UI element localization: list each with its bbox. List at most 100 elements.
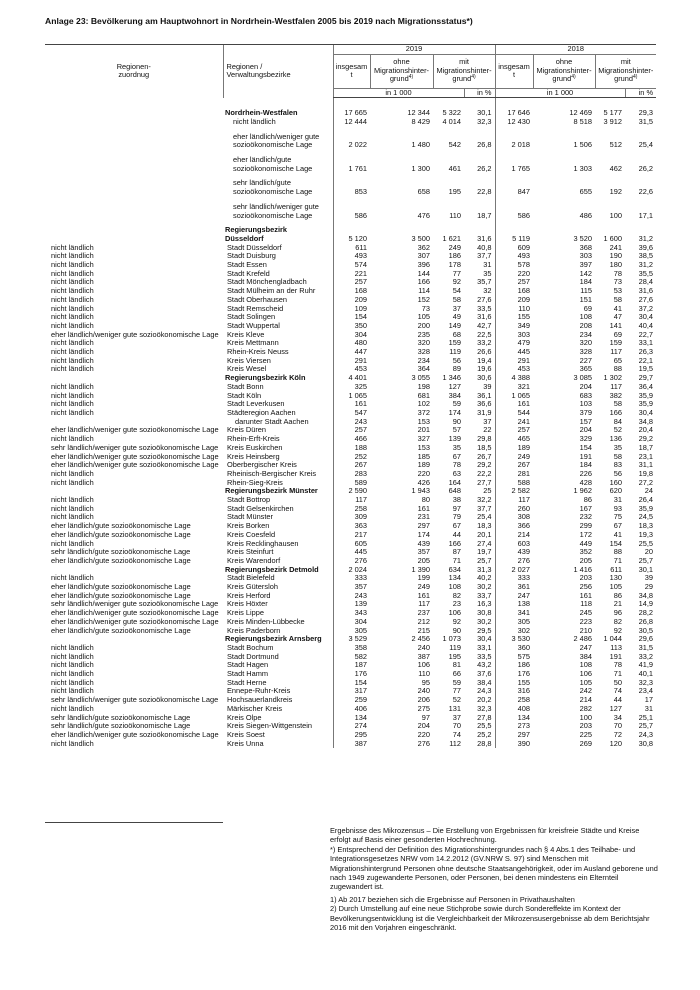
cell-ohne-2019: 80 <box>421 496 430 505</box>
cell-mit-pct-2018: 26,2 <box>638 163 654 173</box>
cell-mit-pct-2019: 37 <box>483 417 492 426</box>
cell-insgesamt-2019: 12 444 <box>332 117 370 127</box>
cell-mit-pct-2018: 33,2 <box>638 652 654 661</box>
cell-zuordnung: eher ländlich/weniger gute sozioökonomis… <box>51 609 219 618</box>
cell-mit-2018: 78 <box>613 269 623 278</box>
cell-mit-2018: 154 <box>609 539 623 548</box>
table-row: eher ländlich/weniger gute sozioökonomis… <box>45 609 656 618</box>
cell-mit-pct-2019: 16,3 <box>477 600 492 609</box>
cell-mit-2018: 58 <box>613 295 623 304</box>
cell-mit-pct-2018: 31,5 <box>638 117 654 126</box>
cell-mit-2018: 47 <box>613 313 623 322</box>
cell-mit-pct-2019: 30,2 <box>477 583 492 592</box>
cell-insgesamt-2018: 12 430 <box>494 117 534 127</box>
cell-insgesamt-2018: 186 <box>494 661 534 671</box>
cell-region: Kreis Heinsberg <box>223 453 333 462</box>
region-label-line: Stadt Bottrop <box>227 496 271 505</box>
cell-insgesamt-2018: 134 <box>494 713 534 723</box>
cell-insgesamt-2018: 2 582 <box>494 487 534 497</box>
table-row: nicht ländlich Märkischer Kreis 406 275 131 3… <box>45 704 656 714</box>
cell-region: Rheinisch-Bergischer Kreis <box>223 470 333 479</box>
cell-ohne-2018: 12 469 <box>569 108 593 118</box>
table-row: eher ländlich/gute sozioökonomische Lage… <box>45 626 656 636</box>
cell-mit-2018: 44 <box>613 696 623 705</box>
cell-region: Kreis Viersen <box>223 357 333 366</box>
cell-ohne-2019: 362 <box>417 243 430 252</box>
cell-zuordnung: nicht ländlich <box>51 269 94 278</box>
cell-insgesamt-2018: 305 <box>494 617 534 627</box>
region-label-line: Kreis Unna <box>227 739 264 748</box>
cell-mit-pct-2019: 29,2 <box>477 461 492 470</box>
region-label-line: sehr ländlich/gute <box>233 178 291 188</box>
cell-ohne-2018: 210 <box>579 626 593 635</box>
cell-ohne-2019: 1 943 <box>411 487 431 496</box>
cell-ohne-2019: 681 <box>417 391 430 400</box>
cell-mit-pct-2018: 22,6 <box>638 187 654 197</box>
region-label-line: Kreis Recklinghausen <box>227 539 299 548</box>
cell-zuordnung <box>45 127 223 150</box>
header-year-2019: 2019 <box>332 44 496 55</box>
cell-region: Stadt Düsseldorf <box>223 244 333 253</box>
region-label-line: Stadt Bochum <box>227 643 274 652</box>
cell-ohne-2018: 299 <box>579 522 593 531</box>
cell-insgesamt-2018: 138 <box>494 600 534 610</box>
region-label-line: eher ländlich/gute <box>233 155 292 164</box>
cell-insgesamt-2018: 453 <box>494 365 534 375</box>
cell-zuordnung: eher ländlich/gute sozioökonomische Lage <box>51 583 191 592</box>
cell-mit-2018: 113 <box>610 643 623 652</box>
cell-insgesamt-2019: 574 <box>332 261 370 270</box>
cell-insgesamt-2018: 588 <box>494 478 534 488</box>
cell-mit-pct-2019: 40,2 <box>477 574 492 583</box>
cell-mit-2019: 461 <box>448 163 461 173</box>
cell-ohne-2019: 476 <box>417 210 430 220</box>
cell-ohne-2018: 161 <box>579 591 593 600</box>
cell-ohne-2019: 426 <box>417 478 430 487</box>
cell-region: Märkischer Kreis <box>223 705 333 714</box>
cell-ohne-2018: 269 <box>579 739 593 748</box>
cell-mit-pct-2018: 25,5 <box>638 539 654 548</box>
cell-mit-2018: 127 <box>609 704 623 713</box>
cell-mit-pct-2019: 42,7 <box>477 321 492 330</box>
cell-region: sehr ländlich/weniger gute sozioökonomisc… <box>223 197 333 220</box>
cell-mit-pct-2018: 31,2 <box>638 233 654 243</box>
cell-mit-2018: 88 <box>613 365 623 374</box>
table-row: nicht ländlich Rheinisch-Bergischer Kreis… <box>45 469 656 479</box>
cell-ohne-2019: 206 <box>417 696 430 705</box>
cell-insgesamt-2018: 4 388 <box>494 374 534 383</box>
cell-insgesamt-2019: 586 <box>332 196 370 221</box>
cell-region: Kreis Herford <box>223 592 333 601</box>
cell-mit-2019: 89 <box>452 365 461 374</box>
cell-ohne-2018: 1 303 <box>573 163 593 173</box>
cell-insgesamt-2018: 161 <box>494 400 534 409</box>
cell-insgesamt-2019: 217 <box>332 530 370 540</box>
cell-mit-pct-2018: 22,1 <box>638 356 654 365</box>
cell-mit-pct-2019: 20,1 <box>477 530 492 539</box>
cell-mit-2018: 462 <box>609 163 623 173</box>
cell-zuordnung <box>45 566 223 575</box>
region-label-line: sozioökonomische Lage <box>233 187 313 197</box>
cell-insgesamt-2018: 439 <box>494 548 534 557</box>
cell-mit-2018: 71 <box>613 556 623 565</box>
cell-insgesamt-2019: 343 <box>332 609 370 618</box>
cell-mit-pct-2019: 30,8 <box>477 609 492 618</box>
region-label-line: Stadt Duisburg <box>227 252 276 261</box>
cell-ohne-2019: 97 <box>421 713 430 722</box>
cell-ohne-2019: 387 <box>417 652 430 661</box>
table-row: sehr ländlich/weniger gute sozioökonomisc… <box>45 196 656 221</box>
cell-mit-2018: 611 <box>610 565 623 574</box>
cell-insgesamt-2018: 220 <box>494 269 534 279</box>
cell-mit-2018: 166 <box>609 408 623 417</box>
cell-ohne-2019: 12 344 <box>407 108 430 118</box>
cell-zuordnung <box>45 374 223 383</box>
cell-mit-pct-2018: 30,4 <box>638 313 654 322</box>
region-label-line: Kreis Gütersloh <box>227 583 278 592</box>
cell-region: Städteregion Aachen <box>223 409 333 418</box>
cell-mit-2019: 1 346 <box>442 374 462 383</box>
table-row: sehr ländlich/weniger gute sozioökonomis… <box>45 443 656 453</box>
cell-ohne-2018: 2 486 <box>573 635 593 644</box>
cell-ohne-2018: 69 <box>583 304 593 313</box>
cell-mit-2019: 63 <box>452 469 461 478</box>
cell-zuordnung: nicht ländlich <box>51 261 94 270</box>
cell-ohne-2018: 282 <box>579 704 593 713</box>
cell-zuordnung: nicht ländlich <box>51 252 94 261</box>
